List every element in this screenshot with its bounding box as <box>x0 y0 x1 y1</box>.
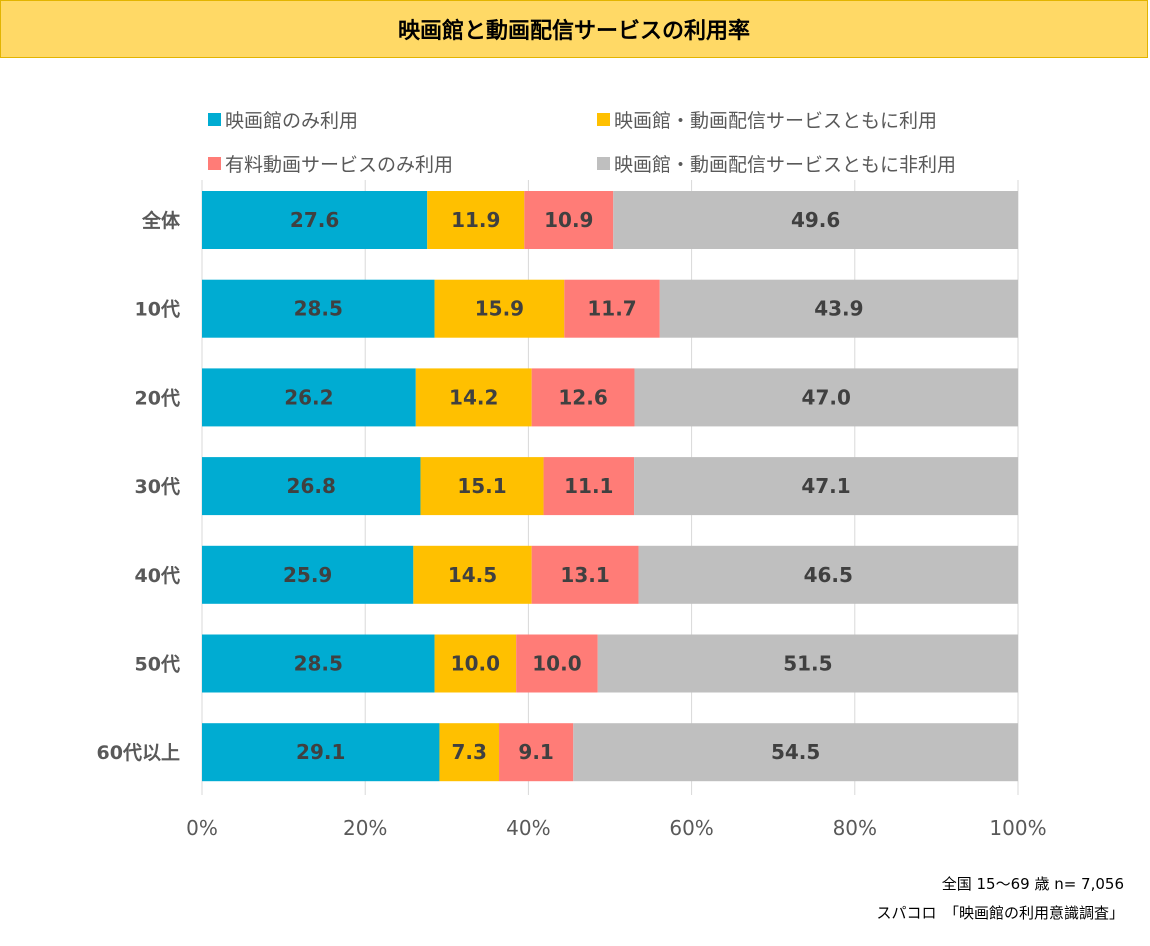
data-label: 7.3 <box>452 740 487 764</box>
bar-segment <box>202 545 414 604</box>
category-label: 全体 <box>141 209 181 232</box>
x-tick-label: 80% <box>833 816 877 840</box>
bar-segment <box>638 545 1018 604</box>
chart-title-bar: 映画館と動画配信サービスの利用率 <box>0 0 1148 58</box>
bar-segment <box>202 279 435 338</box>
data-label: 15.1 <box>457 474 506 498</box>
x-tick-label: 40% <box>506 816 550 840</box>
data-label: 14.5 <box>448 563 497 587</box>
data-label: 51.5 <box>783 652 832 676</box>
legend-swatch <box>597 113 610 126</box>
data-label: 47.1 <box>801 474 850 498</box>
x-tick-label: 0% <box>186 816 218 840</box>
legend-label: 映画館・動画配信サービスともに非利用 <box>614 154 957 176</box>
data-label: 28.5 <box>294 652 343 676</box>
bar-segment <box>202 634 435 693</box>
data-label: 10.0 <box>451 652 500 676</box>
bar-segment <box>439 723 500 782</box>
category-label: 40代 <box>135 565 180 587</box>
data-label: 10.0 <box>532 652 581 676</box>
legend-swatch <box>208 157 221 170</box>
data-label: 11.1 <box>564 474 613 498</box>
bar-segment <box>202 368 416 427</box>
bar-segment <box>564 279 660 338</box>
legend-label: 映画館のみ利用 <box>225 110 359 132</box>
bar-segment <box>499 723 574 782</box>
legend-swatch <box>208 113 221 126</box>
legend-item-neither: 映画館・動画配信サービスともに非利用 <box>597 150 956 177</box>
x-tick-label: 100% <box>989 816 1046 840</box>
bar-segment <box>427 191 525 249</box>
stacked-bar-chart: 0% 20% 40% 60% 80% 100% 全体 27.6 11.9 10.9 49.6 10代 2… <box>97 180 1047 840</box>
data-label: 25.9 <box>283 563 332 587</box>
data-label: 15.9 <box>475 297 524 321</box>
bar-segment <box>202 723 440 782</box>
bar-segment <box>613 191 1018 249</box>
category-label: 20代 <box>135 387 180 409</box>
data-label: 11.7 <box>587 297 636 321</box>
bar-segment <box>634 368 1018 427</box>
data-label: 9.1 <box>518 740 553 764</box>
data-label: 46.5 <box>804 563 853 587</box>
data-label: 43.9 <box>814 297 863 321</box>
data-label: 27.6 <box>290 208 339 232</box>
data-label: 10.9 <box>544 208 593 232</box>
data-label: 26.2 <box>284 385 333 409</box>
bar-segment <box>202 457 421 516</box>
x-tick-label: 60% <box>669 816 713 840</box>
footnote-source: スパコロ 「映画館の利用意識調査」 <box>876 904 1124 922</box>
data-label: 11.9 <box>451 208 500 232</box>
legend-item-cinema-only: 映画館のみ利用 <box>208 106 358 133</box>
legend-label: 有料動画サービスのみ利用 <box>225 154 454 176</box>
legend-swatch <box>597 157 610 170</box>
data-label: 28.5 <box>294 297 343 321</box>
x-tick-label: 20% <box>343 816 387 840</box>
bar-segment <box>413 545 532 604</box>
data-label: 12.6 <box>558 385 607 409</box>
data-label: 13.1 <box>560 563 609 587</box>
legend-item-streaming-only: 有料動画サービスのみ利用 <box>208 150 453 177</box>
bar-segment <box>434 634 517 693</box>
data-label: 54.5 <box>771 740 820 764</box>
category-label: 60代以上 <box>97 742 180 764</box>
chart-title: 映画館と動画配信サービスの利用率 <box>397 19 750 44</box>
data-label: 14.2 <box>449 385 498 409</box>
bar-segment <box>202 191 428 249</box>
category-label: 30代 <box>135 476 180 498</box>
data-label: 49.6 <box>791 208 840 232</box>
footnote-sample: 全国 15～69 歳 n= 7,056 <box>941 875 1124 893</box>
legend-item-both: 映画館・動画配信サービスともに利用 <box>597 106 937 133</box>
data-label: 26.8 <box>287 474 336 498</box>
bar-segment <box>531 368 635 427</box>
data-label: 47.0 <box>802 385 851 409</box>
bar-segment <box>659 279 1018 338</box>
bar-segment <box>516 634 598 693</box>
bar-segment <box>420 457 544 516</box>
bar-segment <box>434 279 565 338</box>
data-label: 29.1 <box>296 740 345 764</box>
bar-segment <box>597 634 1018 693</box>
category-label: 10代 <box>135 299 180 321</box>
bar-segment <box>531 545 639 604</box>
bar-segment <box>634 457 1018 516</box>
category-label: 50代 <box>135 654 180 676</box>
bar-segment <box>524 191 614 249</box>
bar-segment <box>415 368 532 427</box>
bar-segment <box>543 457 635 516</box>
legend-label: 映画館・動画配信サービスともに利用 <box>614 110 938 132</box>
bar-segment <box>573 723 1018 782</box>
